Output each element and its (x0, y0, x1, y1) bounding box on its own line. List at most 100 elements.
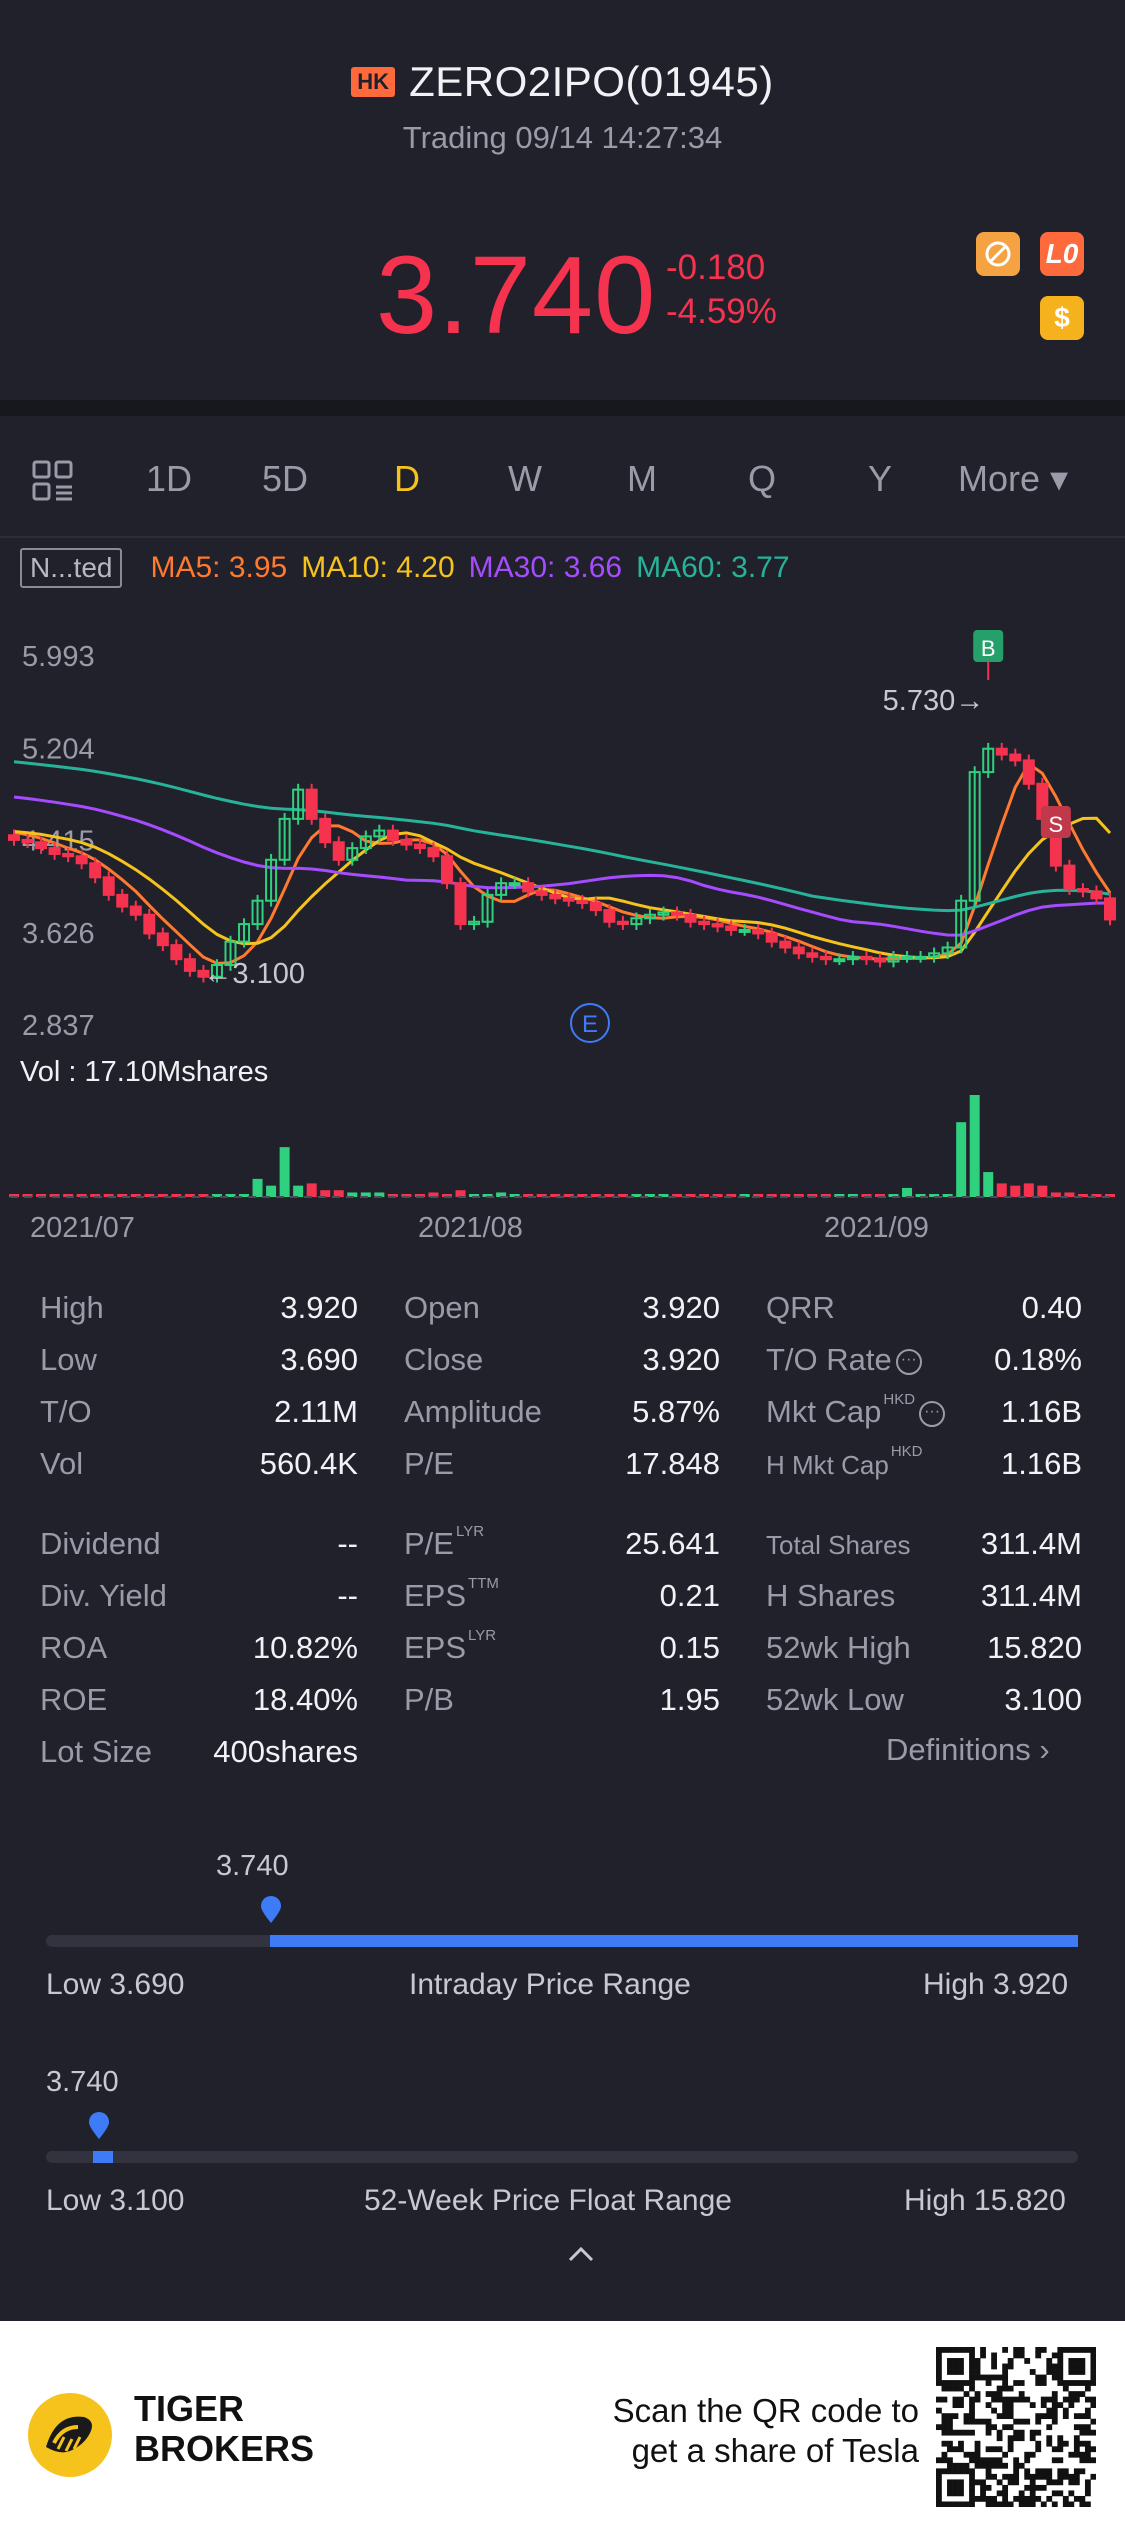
tab-more[interactable]: More ▾ (958, 458, 1069, 499)
stat-value: 3.920 (642, 1290, 720, 1325)
indicator-selector[interactable]: N...ted (20, 548, 123, 588)
qr-module (1035, 2468, 1042, 2475)
qr-module (991, 2374, 997, 2381)
promo-footer: TIGER BROKERS Scan the QR code to get a … (0, 2321, 1125, 2539)
volume-bar (739, 1194, 750, 1197)
stat-value: 15.820 (987, 1630, 1082, 1665)
qr-module (952, 2413, 959, 2420)
qr-module (1007, 2402, 1014, 2408)
buy-marker-label: B (981, 636, 996, 661)
stat-value: 17.848 (625, 1446, 720, 1481)
stat-col1-0: High 3.920 (40, 1290, 358, 1326)
tab-1d[interactable]: 1D (146, 458, 193, 499)
stat-value: 0.21 (659, 1578, 720, 1613)
qr-module (1024, 2358, 1031, 2364)
qr-module (936, 2369, 942, 2375)
cta-line1: Scan the QR code to (612, 2392, 919, 2429)
grid-menu-icon[interactable] (32, 460, 74, 507)
tab-daily[interactable]: D (394, 458, 420, 499)
stat-superscript: TTM (468, 1575, 499, 1592)
qr-module (974, 2451, 981, 2458)
qr-module (1002, 2495, 1009, 2502)
collapse-chevron-icon[interactable] (566, 2244, 596, 2269)
high-price-label: 5.730→ (883, 685, 985, 717)
qr-module (1002, 2347, 1009, 2353)
qr-module (1029, 2451, 1036, 2458)
qr-module (1007, 2424, 1014, 2431)
tab-monthly[interactable]: M (627, 458, 657, 499)
qr-module (980, 2352, 986, 2359)
qr-module (941, 2440, 948, 2447)
qr-module (1040, 2396, 1047, 2403)
stat-value: 3.100 (1004, 1682, 1082, 1717)
brand-name: TIGER BROKERS (134, 2389, 314, 2469)
info-icon[interactable]: ··· (895, 1348, 922, 1375)
qr-module (974, 2391, 981, 2397)
qr-code-icon[interactable] (936, 2347, 1097, 2512)
qr-module (991, 2457, 997, 2464)
stat-label: 52wk High (766, 1630, 911, 1665)
volume-bar (563, 1194, 574, 1197)
stat-superscript: HKD (890, 1443, 923, 1460)
qr-module (947, 2369, 953, 2375)
sell-marker-icon (1040, 806, 1071, 838)
dollar-icon[interactable]: $ (1040, 296, 1084, 340)
volume-bar (820, 1194, 831, 1197)
qr-module (1051, 2396, 1058, 2403)
qr-module (980, 2490, 986, 2497)
ma-line-60 (13, 760, 1111, 913)
stat-label: 52wk Low (766, 1682, 904, 1717)
trading-status: Trading 09/14 14:27:34 (402, 120, 723, 155)
qr-module (996, 2391, 1003, 2397)
stat-label: Mkt Cap (766, 1394, 882, 1429)
qr-module (974, 2479, 981, 2486)
candle-down (156, 932, 169, 947)
qr-module (996, 2457, 1003, 2464)
stat-col3-4: Total Shares 311.4M (766, 1526, 1082, 1562)
info-icon[interactable]: ··· (919, 1400, 946, 1427)
qr-module (963, 2413, 970, 2420)
qr-module (958, 2490, 964, 2497)
tab-5d[interactable]: 5D (262, 458, 309, 499)
qr-module (958, 2363, 964, 2370)
qr-module (1040, 2413, 1047, 2420)
volume-bar (441, 1194, 452, 1197)
qr-module (980, 2374, 986, 2381)
qr-module (985, 2495, 992, 2502)
stock-title[interactable]: ZERO2IPO(01945) (409, 58, 774, 105)
ma5-value: MA5: 3.95 (150, 551, 288, 584)
stat-label: Close (404, 1342, 484, 1377)
qr-module (1062, 2413, 1069, 2420)
candle-down (143, 913, 156, 935)
no-margin-icon[interactable] (976, 232, 1020, 276)
candle-up (224, 940, 237, 967)
qr-module (985, 2374, 992, 2381)
qr-module (1018, 2490, 1025, 2497)
tab-quarterly[interactable]: Q (748, 458, 777, 499)
candle-down (995, 747, 1008, 756)
qr-module (991, 2352, 997, 2359)
qr-module (1013, 2380, 1020, 2386)
tab-weekly[interactable]: W (508, 458, 542, 499)
stat-value: -- (337, 1578, 358, 1613)
volume-bar (22, 1194, 33, 1197)
candle-down (698, 920, 711, 926)
candle-down (725, 925, 738, 931)
qr-module (980, 2462, 986, 2469)
qr-module (952, 2380, 959, 2386)
definitions-link[interactable]: Definitions › (886, 1732, 1050, 1768)
stat-label: EPS (404, 1630, 467, 1665)
qr-module (1057, 2352, 1064, 2359)
candle-up (251, 899, 264, 926)
qr-module (974, 2363, 981, 2370)
qr-module (941, 2413, 948, 2420)
candle-down (860, 955, 873, 961)
qr-module (1035, 2418, 1042, 2425)
stat-value: 311.4M (980, 1578, 1082, 1613)
qr-module (1068, 2380, 1075, 2386)
volume-bar (144, 1194, 155, 1197)
tab-yearly[interactable]: Y (868, 458, 893, 499)
stat-col1-3: Vol 560.4K (40, 1446, 358, 1482)
level-l0-icon[interactable]: L0 (1040, 232, 1084, 276)
